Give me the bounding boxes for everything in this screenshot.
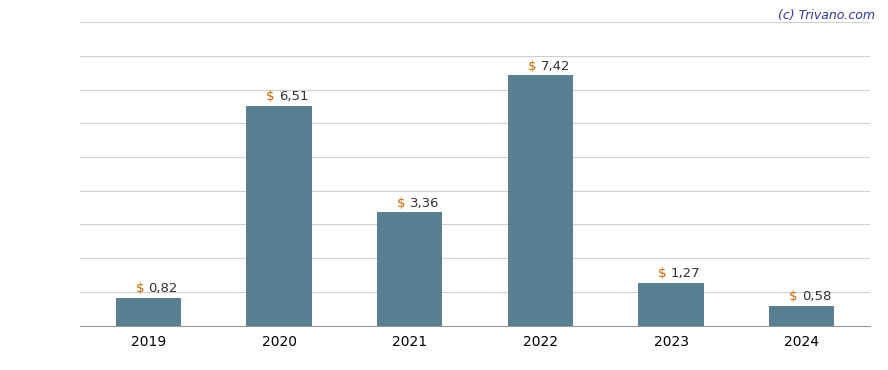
Text: 0,82: 0,82 — [148, 282, 178, 295]
Text: 3,36: 3,36 — [409, 196, 440, 210]
Bar — [377, 212, 442, 326]
Bar — [638, 283, 703, 326]
Text: $: $ — [527, 60, 541, 73]
Text: $: $ — [658, 267, 671, 280]
Text: 7,42: 7,42 — [541, 60, 570, 73]
Text: $: $ — [397, 196, 409, 210]
Bar — [247, 106, 312, 326]
Text: (c) Trivano.com: (c) Trivano.com — [778, 9, 875, 22]
Bar — [115, 298, 181, 326]
Text: 6,51: 6,51 — [279, 90, 309, 104]
Text: 0,58: 0,58 — [802, 290, 831, 303]
Text: 1,27: 1,27 — [671, 267, 701, 280]
Bar — [508, 75, 573, 326]
Text: $: $ — [266, 90, 279, 104]
Text: $: $ — [789, 290, 802, 303]
Text: $: $ — [136, 282, 148, 295]
Bar — [769, 306, 835, 326]
